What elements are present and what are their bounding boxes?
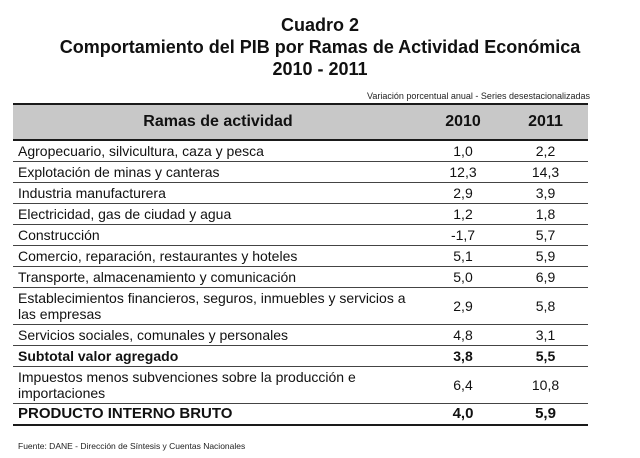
- value-2010: 4,0: [423, 403, 503, 426]
- gdp-table: Ramas de actividad 2010 2011 Agropecuari…: [13, 103, 588, 426]
- value-2010: 5,1: [423, 245, 503, 267]
- table-title-block: Cuadro 2 Comportamiento del PIB por Rama…: [0, 14, 640, 80]
- total-row: PRODUCTO INTERNO BRUTO 4,0 5,9: [13, 403, 588, 426]
- table-header-row: Ramas de actividad 2010 2011: [13, 103, 588, 141]
- table-row: Transporte, almacenamiento y comunicació…: [13, 266, 588, 288]
- row-label: Explotación de minas y canteras: [13, 161, 423, 183]
- value-2010: 3,8: [423, 345, 503, 367]
- value-2011: 5,9: [503, 245, 588, 267]
- row-label: Agropecuario, silvicultura, caza y pesca: [13, 140, 423, 162]
- row-label: Establecimientos financieros, seguros, i…: [13, 287, 423, 325]
- row-label: Electricidad, gas de ciudad y agua: [13, 203, 423, 225]
- row-label: Construcción: [13, 224, 423, 246]
- table-row: Servicios sociales, comunales y personal…: [13, 324, 588, 346]
- value-2011: 5,7: [503, 224, 588, 246]
- row-label: Comercio, reparación, restaurantes y hot…: [13, 245, 423, 267]
- value-2011: 2,2: [503, 140, 588, 162]
- value-2010: -1,7: [423, 224, 503, 246]
- value-2010: 12,3: [423, 161, 503, 183]
- value-2010: 1,2: [423, 203, 503, 225]
- row-label: Industria manufacturera: [13, 182, 423, 204]
- subtotal-row: Subtotal valor agregado 3,8 5,5: [13, 345, 588, 367]
- table-subtitle: Variación porcentual anual - Series dese…: [367, 91, 590, 101]
- value-2011: 3,1: [503, 324, 588, 346]
- column-header-branch: Ramas de actividad: [13, 103, 423, 141]
- value-2010: 1,0: [423, 140, 503, 162]
- value-2011: 3,9: [503, 182, 588, 204]
- table-main-title: Comportamiento del PIB por Ramas de Acti…: [59, 37, 581, 57]
- value-2010: 2,9: [423, 182, 503, 204]
- row-label: Transporte, almacenamiento y comunicació…: [13, 266, 423, 288]
- value-2010: 6,4: [423, 366, 503, 404]
- source-note: Fuente: DANE - Dirección de Síntesis y C…: [18, 441, 246, 451]
- column-header-2010: 2010: [423, 103, 503, 141]
- table-row: Explotación de minas y canteras 12,3 14,…: [13, 161, 588, 183]
- value-2011: 5,5: [503, 345, 588, 367]
- row-label: Subtotal valor agregado: [13, 345, 423, 367]
- table-row: Electricidad, gas de ciudad y agua 1,2 1…: [13, 203, 588, 225]
- table-row: Impuestos menos subvenciones sobre la pr…: [13, 366, 588, 404]
- value-2011: 1,8: [503, 203, 588, 225]
- value-2011: 5,8: [503, 287, 588, 325]
- table-row: Construcción -1,7 5,7: [13, 224, 588, 246]
- value-2011: 6,9: [503, 266, 588, 288]
- value-2010: 2,9: [423, 287, 503, 325]
- value-2011: 14,3: [503, 161, 588, 183]
- column-header-2011: 2011: [503, 103, 588, 141]
- table-row: Agropecuario, silvicultura, caza y pesca…: [13, 140, 588, 162]
- table-period-title: 2010 - 2011: [272, 59, 368, 79]
- row-label: PRODUCTO INTERNO BRUTO: [13, 403, 423, 426]
- value-2011: 10,8: [503, 366, 588, 404]
- row-label: Impuestos menos subvenciones sobre la pr…: [13, 366, 423, 404]
- row-label: Servicios sociales, comunales y personal…: [13, 324, 423, 346]
- table-row: Industria manufacturera 2,9 3,9: [13, 182, 588, 204]
- table-row: Comercio, reparación, restaurantes y hot…: [13, 245, 588, 267]
- value-2010: 5,0: [423, 266, 503, 288]
- table-number-title: Cuadro 2: [280, 15, 359, 35]
- table-row: Establecimientos financieros, seguros, i…: [13, 287, 588, 325]
- value-2011: 5,9: [503, 403, 588, 426]
- value-2010: 4,8: [423, 324, 503, 346]
